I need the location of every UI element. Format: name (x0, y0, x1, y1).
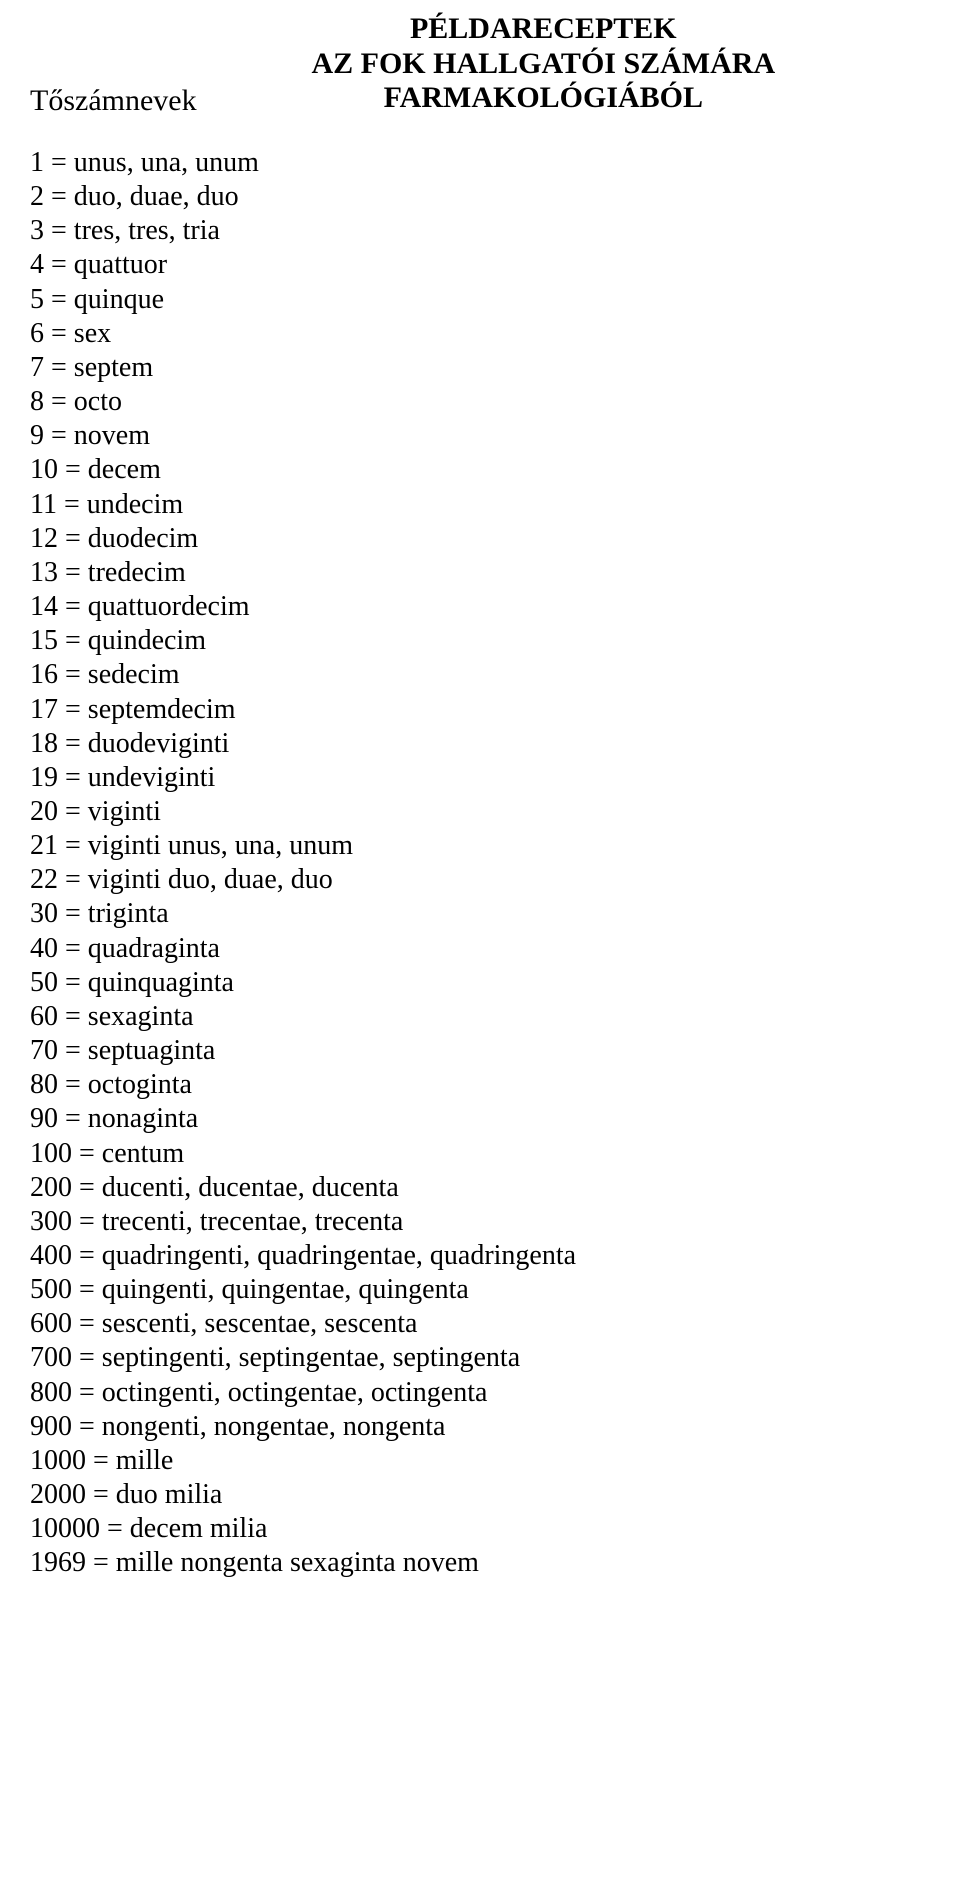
numeral-line: 18 = duodeviginti (30, 727, 930, 761)
numeral-line: 13 = tredecim (30, 556, 930, 590)
numeral-line: 1 = unus, una, unum (30, 146, 930, 180)
numeral-line: 16 = sedecim (30, 658, 930, 692)
numeral-line: 14 = quattuordecim (30, 590, 930, 624)
numeral-line: 700 = septingenti, septingentae, septing… (30, 1341, 930, 1375)
numeral-line: 30 = triginta (30, 897, 930, 931)
numeral-line: 11 = undecim (30, 488, 930, 522)
document-page: Tőszámnevek PÉLDARECEPTEK AZ FOK HALLGAT… (0, 0, 960, 1882)
numeral-line: 17 = septemdecim (30, 693, 930, 727)
numeral-line: 90 = nonaginta (30, 1102, 930, 1136)
numeral-line: 50 = quinquaginta (30, 966, 930, 1000)
numeral-line: 2 = duo, duae, duo (30, 180, 930, 214)
numeral-line: 10 = decem (30, 453, 930, 487)
numeral-line: 200 = ducenti, ducentae, ducenta (30, 1171, 930, 1205)
numeral-line: 1000 = mille (30, 1444, 930, 1478)
numeral-line: 10000 = decem milia (30, 1512, 930, 1546)
numeral-line: 1969 = mille nongenta sexaginta novem (30, 1546, 930, 1580)
numeral-line: 5 = quinque (30, 283, 930, 317)
header-row: Tőszámnevek PÉLDARECEPTEK AZ FOK HALLGAT… (30, 12, 930, 118)
numeral-line: 2000 = duo milia (30, 1478, 930, 1512)
numeral-line: 7 = septem (30, 351, 930, 385)
numeral-line: 21 = viginti unus, una, unum (30, 829, 930, 863)
title-line-2: AZ FOK HALLGATÓI SZÁMÁRA (197, 47, 890, 82)
numeral-line: 40 = quadraginta (30, 932, 930, 966)
numeral-line: 15 = quindecim (30, 624, 930, 658)
numeral-line: 19 = undeviginti (30, 761, 930, 795)
numeral-line: 80 = octoginta (30, 1068, 930, 1102)
spacer (30, 118, 930, 146)
numeral-line: 20 = viginti (30, 795, 930, 829)
numeral-line: 500 = quingenti, quingentae, quingenta (30, 1273, 930, 1307)
numeral-line: 60 = sexaginta (30, 1000, 930, 1034)
document-title: PÉLDARECEPTEK AZ FOK HALLGATÓI SZÁMÁRA F… (197, 12, 930, 116)
numeral-line: 8 = octo (30, 385, 930, 419)
numeral-line: 300 = trecenti, trecentae, trecenta (30, 1205, 930, 1239)
numeral-line: 600 = sescenti, sescentae, sescenta (30, 1307, 930, 1341)
numeral-line: 22 = viginti duo, duae, duo (30, 863, 930, 897)
title-line-3: FARMAKOLÓGIÁBÓL (197, 81, 890, 116)
numeral-line: 400 = quadringenti, quadringentae, quadr… (30, 1239, 930, 1273)
section-heading: Tőszámnevek (30, 12, 197, 118)
numeral-line: 70 = septuaginta (30, 1034, 930, 1068)
numeral-line: 100 = centum (30, 1137, 930, 1171)
numeral-list: 1 = unus, una, unum2 = duo, duae, duo3 =… (30, 146, 930, 1581)
title-line-1: PÉLDARECEPTEK (197, 12, 890, 47)
numeral-line: 3 = tres, tres, tria (30, 214, 930, 248)
numeral-line: 6 = sex (30, 317, 930, 351)
numeral-line: 800 = octingenti, octingentae, octingent… (30, 1376, 930, 1410)
numeral-line: 9 = novem (30, 419, 930, 453)
numeral-line: 900 = nongenti, nongentae, nongenta (30, 1410, 930, 1444)
numeral-line: 12 = duodecim (30, 522, 930, 556)
numeral-line: 4 = quattuor (30, 248, 930, 282)
